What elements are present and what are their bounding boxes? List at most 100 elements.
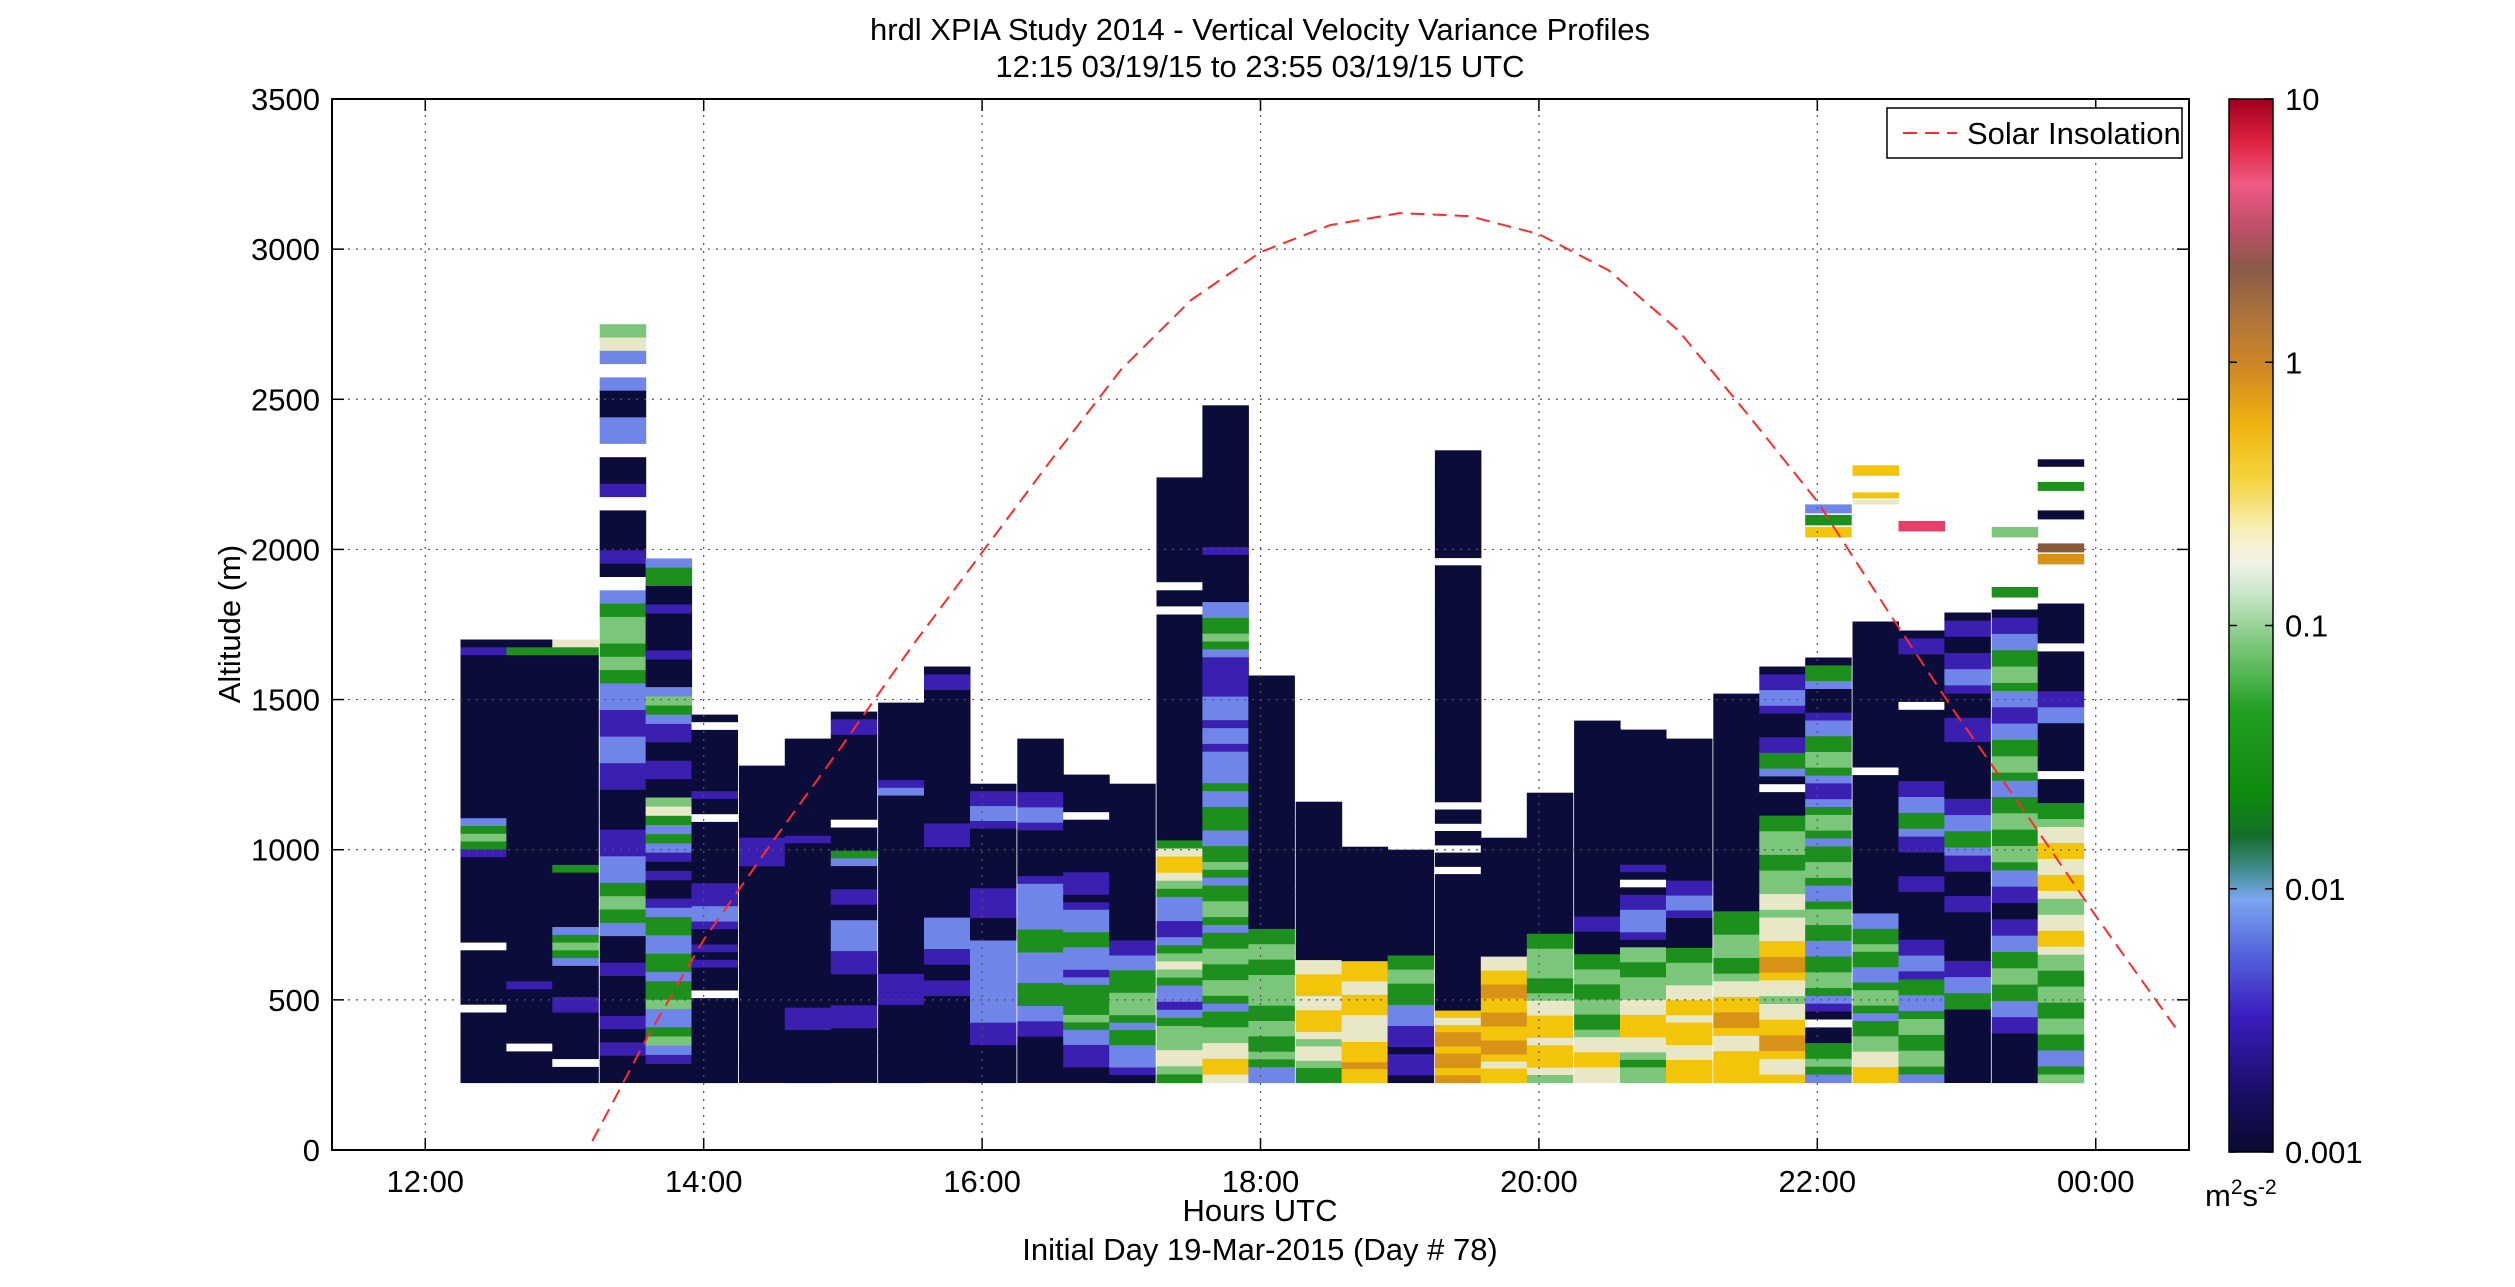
heatmap-cell bbox=[1898, 915, 1945, 925]
heatmap-cell bbox=[1574, 818, 1621, 827]
heatmap-cell bbox=[1387, 892, 1435, 900]
heatmap-cell bbox=[784, 865, 832, 874]
heatmap-cell bbox=[1017, 914, 1064, 923]
heatmap-cell bbox=[1526, 881, 1574, 890]
heatmap-cell bbox=[2037, 874, 2085, 884]
heatmap-cell bbox=[1480, 1012, 1528, 1021]
heatmap-cell bbox=[1991, 894, 2039, 904]
heatmap-cell bbox=[599, 417, 647, 432]
heatmap-cell bbox=[924, 1027, 971, 1036]
heatmap-cell bbox=[1666, 1007, 1713, 1016]
heatmap-cell bbox=[1526, 933, 1574, 942]
heatmap-cell bbox=[1341, 1001, 1389, 1009]
heatmap-cell bbox=[691, 737, 738, 746]
heatmap-cell bbox=[1202, 405, 1249, 414]
heatmap-cell bbox=[645, 788, 693, 799]
heatmap-cell bbox=[1017, 960, 1064, 969]
heatmap-cell bbox=[924, 784, 971, 793]
heatmap-cell bbox=[924, 839, 971, 848]
heatmap-cell bbox=[1017, 952, 1064, 961]
heatmap-cell bbox=[878, 1066, 925, 1076]
heatmap-cell bbox=[1759, 902, 1806, 911]
heatmap-cell bbox=[784, 985, 832, 994]
heatmap-cell bbox=[599, 789, 647, 804]
heatmap-cell bbox=[1063, 812, 1110, 821]
heatmap-cell bbox=[1202, 909, 1249, 918]
heatmap-cell bbox=[460, 686, 507, 695]
heatmap-cell bbox=[599, 1002, 647, 1017]
heatmap-cell bbox=[1666, 888, 1713, 897]
heatmap-cell bbox=[552, 872, 599, 881]
heatmap-cell bbox=[1574, 796, 1621, 805]
heatmap-cell bbox=[924, 1066, 971, 1076]
heatmap-cell bbox=[1434, 723, 1482, 732]
heatmap-cell bbox=[506, 779, 553, 788]
heatmap-cell bbox=[784, 1075, 832, 1084]
heatmap-cell bbox=[1805, 854, 1852, 863]
heatmap-cell bbox=[878, 981, 925, 991]
heatmap-cell bbox=[1248, 1028, 1295, 1037]
heatmap-cell bbox=[1944, 912, 1991, 921]
heatmap-cell bbox=[878, 973, 925, 983]
heatmap-cell bbox=[970, 1037, 1017, 1046]
heatmap-cell bbox=[1017, 1051, 1064, 1061]
heatmap-cell bbox=[1109, 1052, 1156, 1061]
colorbar-unit: m2s-2 bbox=[2205, 1176, 2277, 1213]
heatmap-cell bbox=[552, 756, 599, 765]
heatmap-cell bbox=[1063, 834, 1110, 843]
heatmap-cell bbox=[1574, 931, 1621, 940]
heatmap-cell bbox=[1248, 867, 1295, 876]
heatmap-cell bbox=[1480, 998, 1528, 1007]
heatmap-cell bbox=[645, 1036, 693, 1047]
heatmap-cell bbox=[506, 895, 553, 905]
heatmap-cell bbox=[2037, 603, 2085, 613]
heatmap-cell bbox=[599, 470, 647, 485]
heatmap-cell bbox=[970, 843, 1017, 852]
heatmap-cell bbox=[599, 776, 647, 791]
heatmap-cell bbox=[1248, 737, 1295, 746]
heatmap-cell bbox=[1944, 644, 1991, 654]
heatmap-cell bbox=[878, 927, 925, 936]
heatmap-cell bbox=[1852, 1067, 1899, 1076]
heatmap-cell bbox=[460, 965, 507, 975]
heatmap-cell bbox=[1759, 815, 1806, 824]
heatmap-cell bbox=[878, 756, 925, 766]
heatmap-cell bbox=[1805, 791, 1852, 800]
heatmap-cell bbox=[506, 942, 553, 951]
heatmap-cell bbox=[691, 1028, 738, 1038]
heatmap-cell bbox=[1017, 899, 1064, 908]
heatmap-cell bbox=[924, 752, 971, 762]
heatmap-cell bbox=[1666, 947, 1713, 956]
solar-insolation-curve bbox=[591, 212, 2181, 1142]
heatmap-cell bbox=[1295, 960, 1343, 968]
heatmap-cell bbox=[460, 934, 507, 944]
heatmap-cell bbox=[645, 972, 693, 982]
heatmap-cell bbox=[1898, 741, 1945, 750]
heatmap-cell bbox=[1017, 876, 1064, 885]
heatmap-cell bbox=[738, 866, 786, 875]
heatmap-cell bbox=[1434, 895, 1482, 904]
heatmap-cell bbox=[2037, 970, 2085, 980]
heatmap-cell bbox=[645, 622, 693, 633]
heatmap-cell bbox=[1759, 878, 1806, 887]
heatmap-cell bbox=[878, 880, 925, 890]
heatmap-cell bbox=[1944, 936, 1991, 946]
heatmap-cell bbox=[924, 878, 971, 887]
heatmap-cell bbox=[1434, 996, 1482, 1004]
heatmap-cell bbox=[1620, 834, 1667, 843]
heatmap-cell bbox=[1666, 925, 1713, 934]
heatmap-cell bbox=[1852, 836, 1899, 845]
heatmap-cell bbox=[1574, 758, 1621, 767]
heatmap-cell bbox=[1574, 976, 1621, 985]
heatmap-cell bbox=[2037, 651, 2085, 660]
heatmap-cell bbox=[460, 1074, 507, 1084]
heatmap-cell bbox=[1852, 752, 1899, 761]
heatmap-cell bbox=[1805, 814, 1852, 824]
heatmap-cell bbox=[1713, 763, 1760, 772]
heatmap-cell bbox=[1526, 1037, 1574, 1046]
heatmap-cell bbox=[1017, 922, 1064, 931]
y-tick-label: 2500 bbox=[251, 382, 320, 417]
heatmap-cell bbox=[784, 932, 832, 941]
heatmap-cell bbox=[738, 1039, 786, 1047]
